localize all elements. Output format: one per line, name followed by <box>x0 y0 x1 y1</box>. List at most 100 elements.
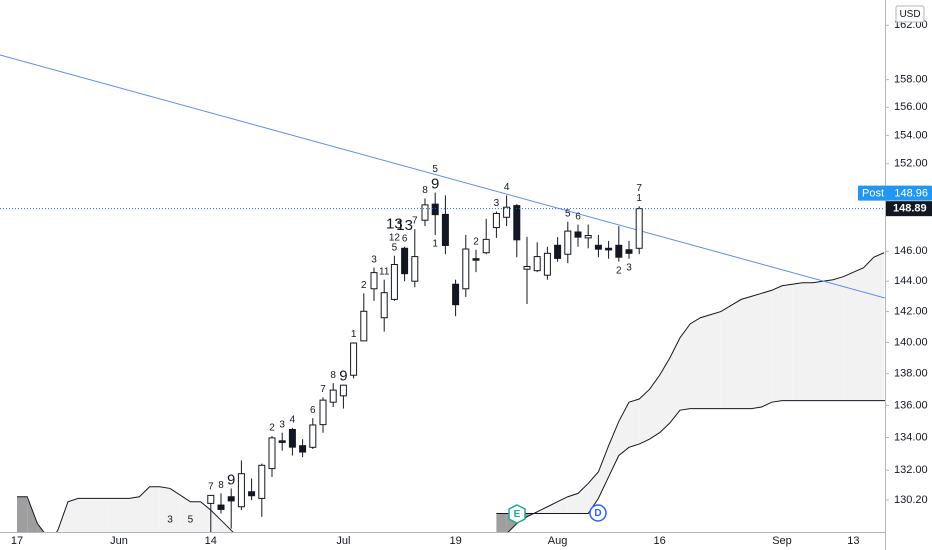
cloud-fill <box>822 279 833 401</box>
candle-body <box>299 445 307 453</box>
candle-body <box>615 244 623 258</box>
x-tick-label: Sep <box>772 535 792 547</box>
cloud-fill <box>17 496 28 532</box>
count-label: 2 <box>361 280 367 291</box>
count-label: 8 <box>218 480 224 491</box>
candle-body <box>625 249 633 254</box>
cloud-fill <box>496 513 507 532</box>
count-label: 3 <box>279 419 285 430</box>
count-label: 9 <box>431 175 439 192</box>
cloud-fill <box>741 296 752 409</box>
y-tick-label: 158.00 <box>894 74 928 86</box>
y-tick-label: 146.00 <box>894 245 928 257</box>
currency: USD <box>899 9 920 20</box>
cloud-fill <box>68 498 79 532</box>
cloud-fill <box>180 495 191 532</box>
earnings-marker[interactable] <box>508 504 526 524</box>
cloud-fill <box>88 498 99 532</box>
count-label: 11 <box>379 266 390 277</box>
candle-body <box>278 440 286 443</box>
x-tick-label: Jul <box>336 535 350 547</box>
cloud-fill <box>680 323 691 411</box>
cloud-fill <box>720 305 731 409</box>
candle-body <box>421 204 429 221</box>
y-tick-label: 138.00 <box>894 368 928 380</box>
candle-body <box>309 424 317 448</box>
cloud-fill <box>629 399 640 448</box>
candle-body <box>411 256 419 282</box>
cloud-fill <box>608 421 619 477</box>
candle-body <box>248 491 256 497</box>
count-label: 6 <box>402 233 408 244</box>
cloud-fill <box>108 498 119 532</box>
candle-body <box>533 256 541 272</box>
candle-body <box>350 342 358 376</box>
cloud-fill <box>669 337 680 424</box>
count-label: 2 <box>269 423 275 434</box>
cloud-fill <box>618 402 629 456</box>
x-tick-label: Jun <box>110 535 128 547</box>
y-tick-label: 130.20 <box>894 494 928 506</box>
count-label: 5 <box>565 208 571 219</box>
ichimoku-cloud <box>17 252 885 532</box>
cloud-fill <box>782 284 793 401</box>
count-label: 3 <box>494 198 500 209</box>
cloud-line <box>56 486 234 532</box>
cloud-fill <box>792 282 803 401</box>
x-tick-label: 17 <box>11 535 23 547</box>
cloud-fill <box>833 276 844 401</box>
y-tick-label: 152.00 <box>894 158 928 170</box>
candle-body <box>472 258 480 261</box>
candle-body <box>237 473 245 508</box>
cloud-fill <box>98 498 109 532</box>
x-tick-label: 19 <box>449 535 461 547</box>
cloud-fill <box>149 486 160 532</box>
post-price: 148.96 <box>894 188 928 200</box>
y-tick-label: 144.00 <box>894 275 928 287</box>
cloud-fill <box>210 510 221 532</box>
candle-body <box>594 244 602 250</box>
count-label: 1 <box>636 193 642 204</box>
cloud-fill <box>588 471 599 514</box>
candle-body <box>390 264 398 300</box>
count-label: 6 <box>575 211 581 222</box>
cloud-fill <box>843 272 854 401</box>
count-label: 3 <box>626 262 632 273</box>
candle-body <box>339 384 347 397</box>
dividend-marker[interactable] <box>589 504 607 522</box>
dividend-label: D <box>594 508 601 519</box>
cloud-fill <box>649 375 660 440</box>
candle-body <box>574 231 582 238</box>
candle-body <box>584 235 592 239</box>
count-label: 1 <box>432 239 438 250</box>
cloud-fill <box>129 496 140 532</box>
candle-body <box>441 213 449 246</box>
trend-line[interactable] <box>0 54 885 299</box>
y-tick-label: 142.00 <box>894 305 928 317</box>
cloud-fill <box>771 285 782 403</box>
candle-body <box>635 208 643 249</box>
count-label: 8 <box>330 370 336 381</box>
candle-body <box>452 283 460 306</box>
cloud-fill <box>200 501 211 532</box>
cloud-fill <box>190 501 201 532</box>
cloud-fill <box>853 267 864 401</box>
x-tick-label: 16 <box>653 535 665 547</box>
count-label: 8 <box>422 185 428 196</box>
candle-body <box>401 247 409 275</box>
candle-body <box>217 504 225 510</box>
cloud-fill <box>873 252 884 401</box>
currency-box[interactable] <box>895 5 925 23</box>
candle-body <box>492 212 500 229</box>
count-label: 5 <box>188 515 194 526</box>
candle-body <box>370 272 378 290</box>
count-label: 13 <box>386 216 403 233</box>
count-label: 5 <box>432 164 438 175</box>
cloud-fill <box>802 282 813 401</box>
candle-body <box>513 205 521 241</box>
candle-body <box>360 310 368 342</box>
cloud-fill <box>761 290 772 407</box>
count-label: 12 <box>389 232 401 243</box>
count-label: 7 <box>320 384 326 395</box>
